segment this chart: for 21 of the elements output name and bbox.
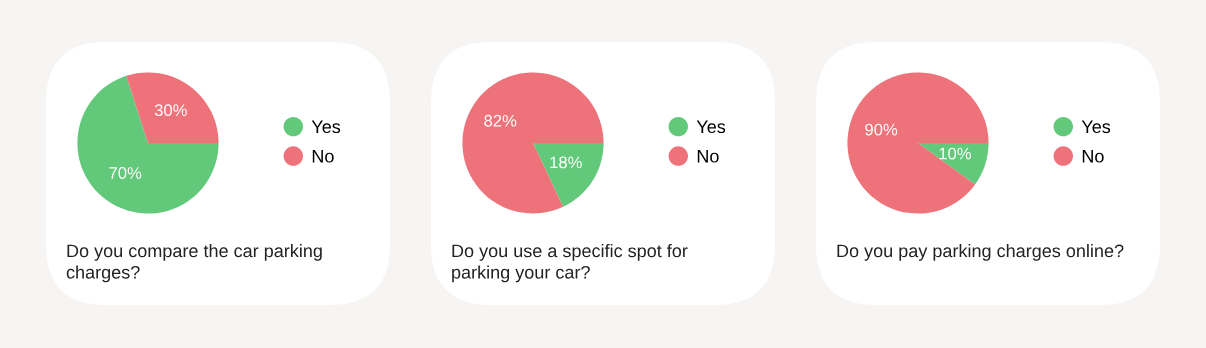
data-label: 18% (550, 156, 582, 169)
legend-label: No (697, 149, 719, 163)
text: Do you pay parking charges online? (837, 244, 1124, 261)
legend-label: Yes (696, 120, 726, 134)
data-label: 10% (939, 147, 972, 160)
data-label: 70% (109, 167, 142, 179)
pie-slice (462, 72, 604, 214)
text: Do you use a specific spot for parking your car? (452, 244, 688, 283)
text: Do you compare the car parking charges? (66, 244, 322, 283)
pie-slice (847, 72, 989, 214)
data-label: 90% (865, 123, 898, 136)
legend-label: No (1082, 149, 1104, 163)
pie-slice (533, 143, 604, 207)
pie-slice (126, 72, 219, 143)
pie-slice (77, 75, 219, 214)
legend-label: No (312, 149, 334, 163)
data-label: 82% (484, 114, 517, 127)
legend-label: Yes (1081, 120, 1111, 134)
legend-label: Yes (311, 120, 341, 134)
pie-slice (918, 143, 989, 185)
data-label: 30% (154, 104, 187, 117)
